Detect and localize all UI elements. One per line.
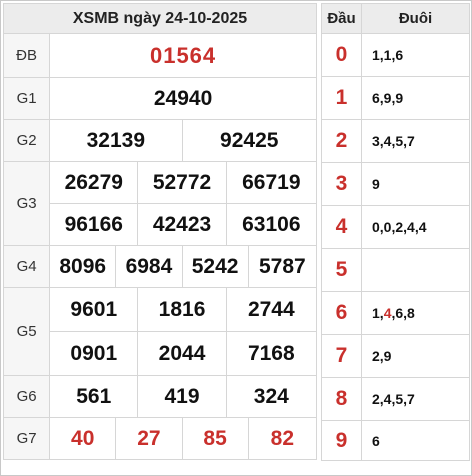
loto-tails-6-part-1: 1, — [372, 305, 384, 321]
loto-head-8: 8 — [321, 377, 362, 421]
g1-number: 24940 — [49, 77, 317, 120]
g5-number-1: 9601 — [49, 287, 139, 332]
loto-tails-6-highlight: 4 — [383, 305, 392, 321]
g7-number-3: 85 — [181, 417, 249, 460]
g6-number-2: 419 — [137, 375, 227, 418]
results-title: XSMB ngày 24-10-2025 — [3, 3, 317, 34]
g6-number-3: 324 — [225, 375, 318, 418]
g3-number-1: 26279 — [49, 161, 139, 204]
g6-number-1: 561 — [49, 375, 139, 418]
loto-head-2: 2 — [321, 119, 362, 163]
prize-label-g3: G3 — [2, 161, 51, 246]
g3-number-5: 42423 — [137, 203, 227, 246]
g7-number-1: 40 — [49, 417, 117, 460]
loto-tails-8: 2,4,5,7 — [361, 377, 470, 421]
loto-tails-0: 1,1,6 — [361, 33, 470, 77]
prize-label-g5: G5 — [2, 287, 51, 376]
special-prize-number: 01564 — [49, 33, 317, 78]
loto-head-5: 5 — [321, 248, 362, 292]
g2-number-2: 92425 — [181, 119, 318, 162]
loto-head-0: 0 — [321, 33, 362, 77]
g7-number-4: 82 — [247, 417, 318, 460]
prize-label-g4: G4 — [2, 245, 51, 288]
g5-number-6: 7168 — [225, 331, 318, 376]
loto-tail-header: Đuôi — [361, 3, 470, 34]
g3-number-4: 96166 — [49, 203, 139, 246]
loto-head-9: 9 — [321, 420, 362, 461]
loto-tails-5 — [361, 248, 470, 292]
g3-number-6: 63106 — [225, 203, 318, 246]
loto-tails-7: 2,9 — [361, 334, 470, 378]
g5-number-4: 0901 — [49, 331, 139, 376]
results-table: XSMB ngày 24-10-2025 ĐB 01564 G1 24940 G… — [2, 3, 318, 460]
loto-tails-1: 6,9,9 — [361, 76, 470, 120]
loto-head-1: 1 — [321, 76, 362, 120]
g3-number-2: 52772 — [137, 161, 227, 204]
prize-label-g1: G1 — [2, 77, 51, 120]
loto-tails-9: 6 — [361, 420, 470, 461]
prize-label-g6: G6 — [2, 375, 51, 418]
g7-number-2: 27 — [115, 417, 183, 460]
loto-head-header: Đầu — [321, 3, 362, 34]
loto-head-3: 3 — [321, 162, 362, 206]
loto-tails-6-part-3: ,6,8 — [391, 305, 415, 321]
loto-tails-6: 1,4,6,8 — [361, 291, 470, 335]
g4-number-1: 8096 — [49, 245, 117, 288]
g4-number-2: 6984 — [115, 245, 183, 288]
g2-number-1: 32139 — [49, 119, 183, 162]
prize-label-g7: G7 — [2, 417, 51, 460]
loto-tails-4: 0,0,2,4,4 — [361, 205, 470, 249]
g5-number-5: 2044 — [137, 331, 227, 376]
prize-label-db: ĐB — [2, 33, 51, 78]
g5-number-3: 2744 — [225, 287, 318, 332]
g3-number-3: 66719 — [225, 161, 318, 204]
loto-head-7: 7 — [321, 334, 362, 378]
g4-number-3: 5242 — [181, 245, 249, 288]
loto-tails-3: 9 — [361, 162, 470, 206]
loto-head-4: 4 — [321, 205, 362, 249]
g4-number-4: 5787 — [247, 245, 318, 288]
g5-number-2: 1816 — [137, 287, 227, 332]
prize-label-g2: G2 — [2, 119, 51, 162]
loto-tails-2: 3,4,5,7 — [361, 119, 470, 163]
loto-head-6: 6 — [321, 291, 362, 335]
